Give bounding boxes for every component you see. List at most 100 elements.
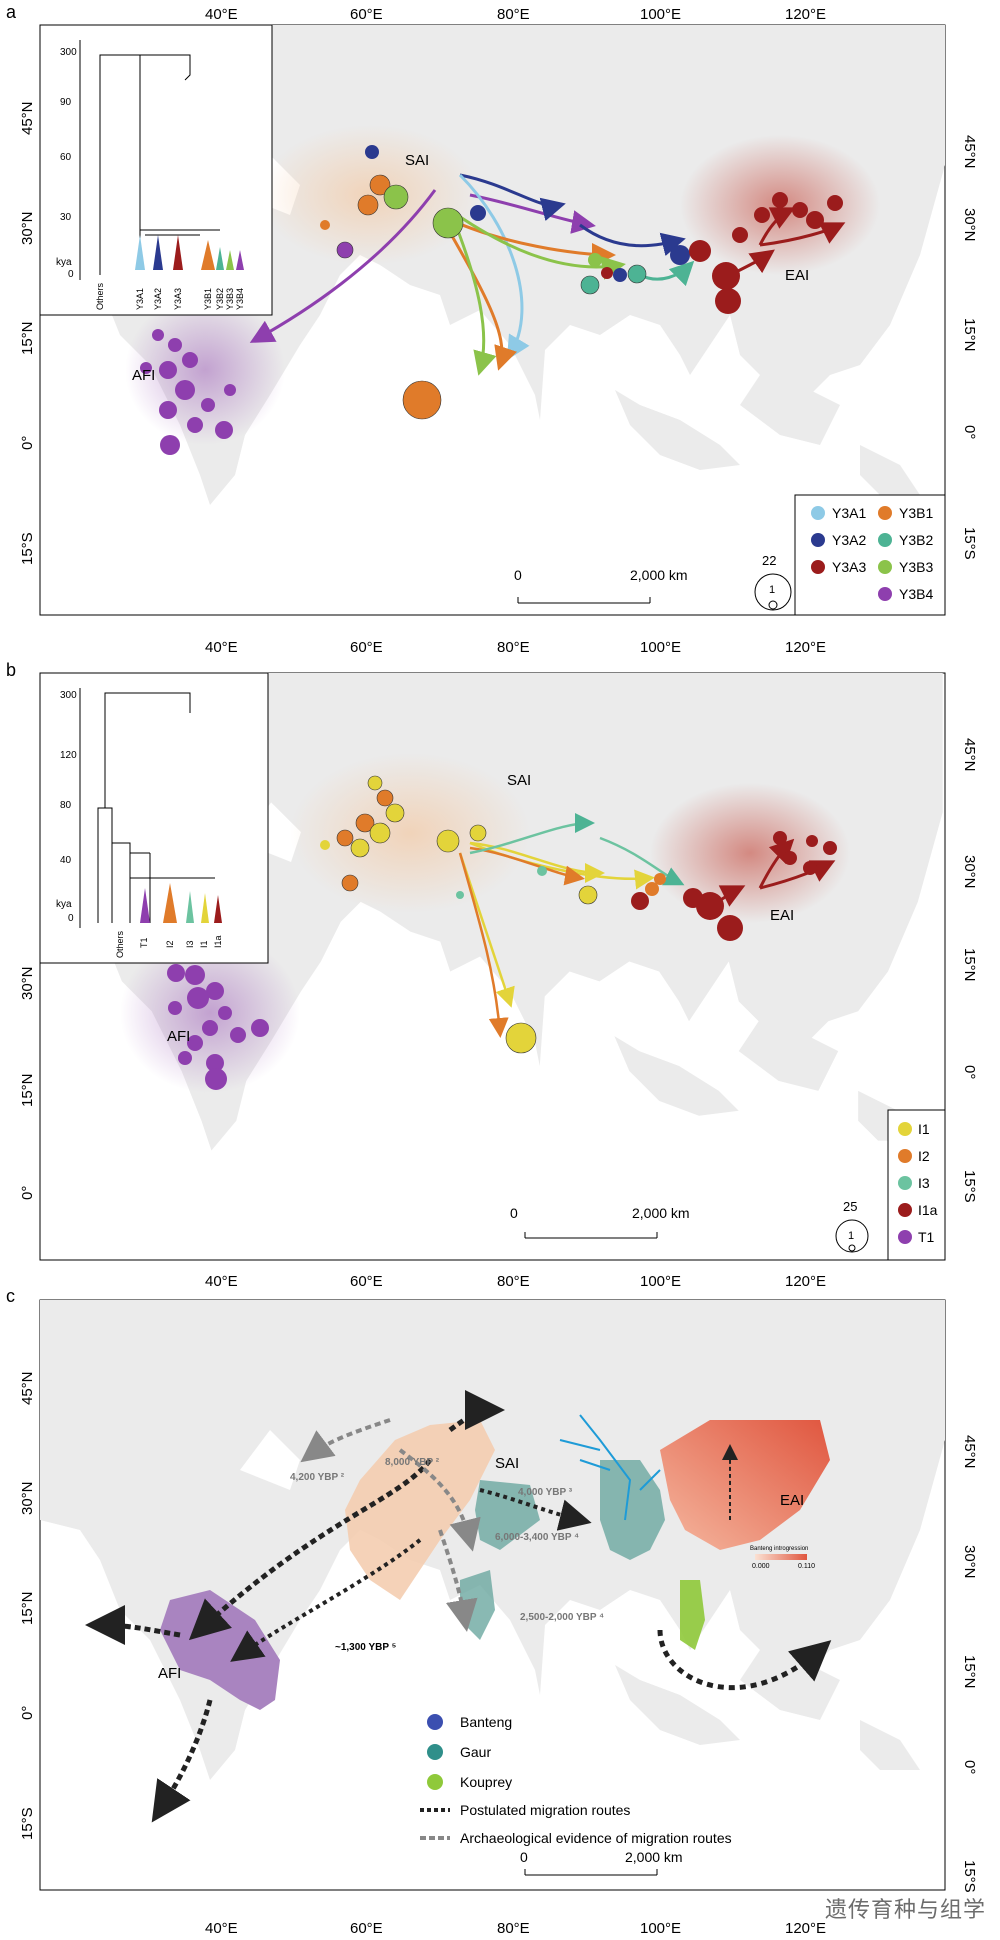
svg-text:I2: I2 bbox=[165, 940, 175, 948]
panel-c-legend: Banteng Gaur Kouprey Postulated migratio… bbox=[420, 1714, 732, 1846]
panel-a-scale-bar: 0 2,000 km bbox=[514, 567, 688, 604]
panel-a-tree-inset: 300 90 60 30 0 kya Others Y3A1 Y3A2 Y3A3… bbox=[39, 24, 273, 316]
svg-text:2,000 km: 2,000 km bbox=[625, 1849, 683, 1865]
svg-text:Archaeological evidence of mig: Archaeological evidence of migration rou… bbox=[460, 1830, 732, 1846]
tree-a-leaf-others: Others bbox=[95, 282, 105, 310]
panel-a-sai-label: SAI bbox=[405, 152, 429, 169]
svg-text:I1a: I1a bbox=[918, 1202, 938, 1218]
svg-text:15°N: 15°N bbox=[19, 1591, 36, 1625]
svg-text:0°: 0° bbox=[961, 1065, 978, 1079]
svg-text:15°S: 15°S bbox=[19, 532, 36, 565]
tree-a-leaf-y3a3: Y3A3 bbox=[173, 288, 183, 310]
svg-text:80°E: 80°E bbox=[497, 1273, 530, 1290]
legend-a-label-4: Y3A3 bbox=[832, 559, 866, 575]
svg-text:25: 25 bbox=[843, 1199, 857, 1214]
svg-text:100°E: 100°E bbox=[640, 1273, 681, 1290]
svg-text:80°E: 80°E bbox=[497, 6, 530, 23]
svg-text:30°N: 30°N bbox=[961, 1545, 978, 1579]
panel-b-letter: b bbox=[6, 660, 17, 680]
svg-text:Banteng: Banteng bbox=[460, 1714, 512, 1730]
legend-a-label-2: Y3A2 bbox=[832, 532, 866, 548]
svg-text:45°N: 45°N bbox=[19, 101, 36, 135]
date-label-2: 4,000 YBP ³ bbox=[518, 1487, 573, 1498]
tree-a-leaf-y3a2: Y3A2 bbox=[153, 288, 163, 310]
panel-c-map: 4,200 YBP ² 8,000 YBP ² 4,000 YBP ³ 6,00… bbox=[39, 1299, 946, 1891]
panel-b-tree-inset: 300 120 80 40 0 kya Others T1 I2 I3 I1 I… bbox=[39, 672, 269, 964]
legend-a-swatch-6 bbox=[878, 587, 892, 601]
svg-text:0°: 0° bbox=[19, 1706, 36, 1720]
panel-b-legend: I1 I2 I3 I1a T1 bbox=[887, 1109, 946, 1261]
svg-text:0: 0 bbox=[510, 1205, 518, 1221]
tree-a-tick-0: 0 bbox=[68, 269, 74, 280]
svg-text:80°E: 80°E bbox=[497, 639, 530, 656]
svg-text:15°S: 15°S bbox=[961, 527, 978, 560]
svg-text:15°S: 15°S bbox=[961, 1860, 978, 1893]
legend-a-swatch-5 bbox=[878, 560, 892, 574]
panel-a-map: SAI EAI AFI 300 90 60 30 0 kya Others Y3… bbox=[39, 24, 946, 616]
svg-text:45°N: 45°N bbox=[961, 1435, 978, 1469]
date-label-3: 6,000-3,400 YBP ⁴ bbox=[495, 1532, 579, 1543]
panel-b-sai-label: SAI bbox=[507, 772, 531, 789]
svg-text:0°: 0° bbox=[19, 436, 36, 450]
legend-a-label-0: Y3A1 bbox=[832, 505, 866, 521]
svg-text:120°E: 120°E bbox=[785, 1273, 826, 1290]
svg-text:1: 1 bbox=[848, 1230, 854, 1242]
panel-b-afi-label: AFI bbox=[167, 1028, 190, 1045]
panel-b-map: SAI EAI AFI 300 120 80 40 0 kya Others T… bbox=[39, 672, 946, 1261]
svg-text:100°E: 100°E bbox=[640, 6, 681, 23]
svg-text:22: 22 bbox=[762, 553, 776, 568]
svg-text:15°S: 15°S bbox=[19, 1807, 36, 1840]
svg-text:0.110: 0.110 bbox=[798, 1563, 815, 1570]
panel-a-size-legend: 22 1 bbox=[754, 553, 792, 611]
svg-text:300: 300 bbox=[60, 690, 77, 701]
svg-text:40°E: 40°E bbox=[205, 1920, 238, 1937]
panel-c-letter: c bbox=[6, 1286, 15, 1306]
svg-text:I2: I2 bbox=[918, 1148, 930, 1164]
panel-a-afi-label: AFI bbox=[132, 367, 155, 384]
legend-a-label-6: Y3B4 bbox=[899, 586, 933, 602]
legend-a-swatch-0 bbox=[811, 506, 825, 520]
legend-a-swatch-3 bbox=[878, 533, 892, 547]
tree-a-leaf-y3b3: Y3B3 bbox=[225, 288, 235, 310]
panel-b-eai-label: EAI bbox=[770, 907, 794, 924]
tree-a-unit: kya bbox=[56, 257, 72, 268]
svg-text:Gaur: Gaur bbox=[460, 1744, 491, 1760]
date-label-0: 4,200 YBP ² bbox=[290, 1472, 345, 1483]
lat-labels: 45°N 30°N 15°N 0° 15°S 45°N 30°N 15°N 0°… bbox=[19, 101, 978, 1892]
svg-text:Others: Others bbox=[115, 930, 125, 958]
tree-a-tick-300: 300 bbox=[60, 47, 77, 58]
legend-a-label-1: Y3B1 bbox=[899, 505, 933, 521]
svg-text:15°N: 15°N bbox=[961, 948, 978, 982]
tree-a-leaf-y3a1: Y3A1 bbox=[135, 288, 145, 310]
svg-text:T1: T1 bbox=[918, 1229, 935, 1245]
svg-text:15°N: 15°N bbox=[961, 318, 978, 352]
axis-labels: 40°E 60°E 80°E 100°E 120°E 40°E 60°E 80°… bbox=[205, 6, 826, 1937]
svg-text:45°N: 45°N bbox=[961, 738, 978, 772]
svg-text:60°E: 60°E bbox=[350, 1273, 383, 1290]
tree-a-leaf-y3b2: Y3B2 bbox=[215, 288, 225, 310]
svg-text:kya: kya bbox=[56, 899, 72, 910]
svg-text:40°E: 40°E bbox=[205, 6, 238, 23]
legend-a-label-3: Y3B2 bbox=[899, 532, 933, 548]
svg-text:I3: I3 bbox=[185, 940, 195, 948]
svg-text:60°E: 60°E bbox=[350, 6, 383, 23]
svg-text:120°E: 120°E bbox=[785, 6, 826, 23]
svg-text:I1: I1 bbox=[918, 1121, 930, 1137]
svg-text:60°E: 60°E bbox=[350, 1920, 383, 1937]
svg-text:1: 1 bbox=[769, 584, 775, 596]
legend-a-label-5: Y3B3 bbox=[899, 559, 933, 575]
svg-text:0.000: 0.000 bbox=[752, 1563, 770, 1570]
svg-text:I3: I3 bbox=[918, 1175, 930, 1191]
tree-a-tick-30: 30 bbox=[60, 212, 72, 223]
tree-a-leaf-y3b4: Y3B4 bbox=[235, 288, 245, 310]
svg-text:15°N: 15°N bbox=[19, 321, 36, 355]
svg-text:30°N: 30°N bbox=[961, 208, 978, 242]
panel-c-scale-bar: 0 2,000 km bbox=[520, 1849, 683, 1876]
svg-text:80°E: 80°E bbox=[497, 1920, 530, 1937]
svg-text:15°N: 15°N bbox=[19, 1073, 36, 1107]
panel-b-size-legend: 25 1 bbox=[835, 1199, 869, 1253]
svg-text:120: 120 bbox=[60, 750, 77, 761]
tree-a-tick-60: 60 bbox=[60, 152, 72, 163]
svg-text:30°N: 30°N bbox=[19, 966, 36, 1000]
